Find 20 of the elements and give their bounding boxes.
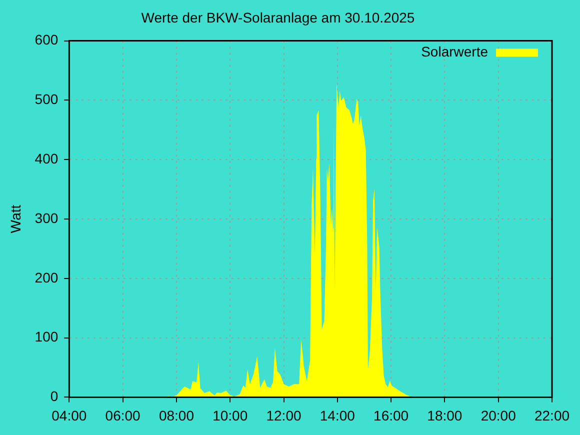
legend-label: Solarwerte (421, 44, 488, 60)
x-tick-label: 06:00 (105, 407, 141, 424)
x-tick-label: 08:00 (158, 407, 194, 424)
x-tick-label: 22:00 (534, 407, 570, 424)
y-tick-label: 0 (50, 388, 58, 404)
x-tick-label: 20:00 (480, 407, 516, 424)
y-axis-title: Watt (7, 204, 24, 234)
chart-title: Werte der BKW-Solaranlage am 30.10.2025 (141, 9, 415, 26)
y-tick-label: 400 (34, 150, 58, 166)
x-tick-label: 12:00 (266, 407, 302, 424)
y-tick-label: 500 (34, 91, 58, 108)
x-tick-label: 16:00 (374, 407, 409, 424)
y-tick-label: 100 (34, 328, 58, 345)
y-tick-label: 300 (34, 210, 58, 226)
x-tick-label: 18:00 (427, 407, 462, 424)
x-tick-label: 10:00 (212, 407, 248, 424)
x-tick-label: 14:00 (320, 407, 356, 424)
y-tick-label: 200 (34, 269, 58, 286)
y-tick-label: 600 (34, 32, 58, 48)
x-tick-label: 04:00 (52, 407, 87, 424)
